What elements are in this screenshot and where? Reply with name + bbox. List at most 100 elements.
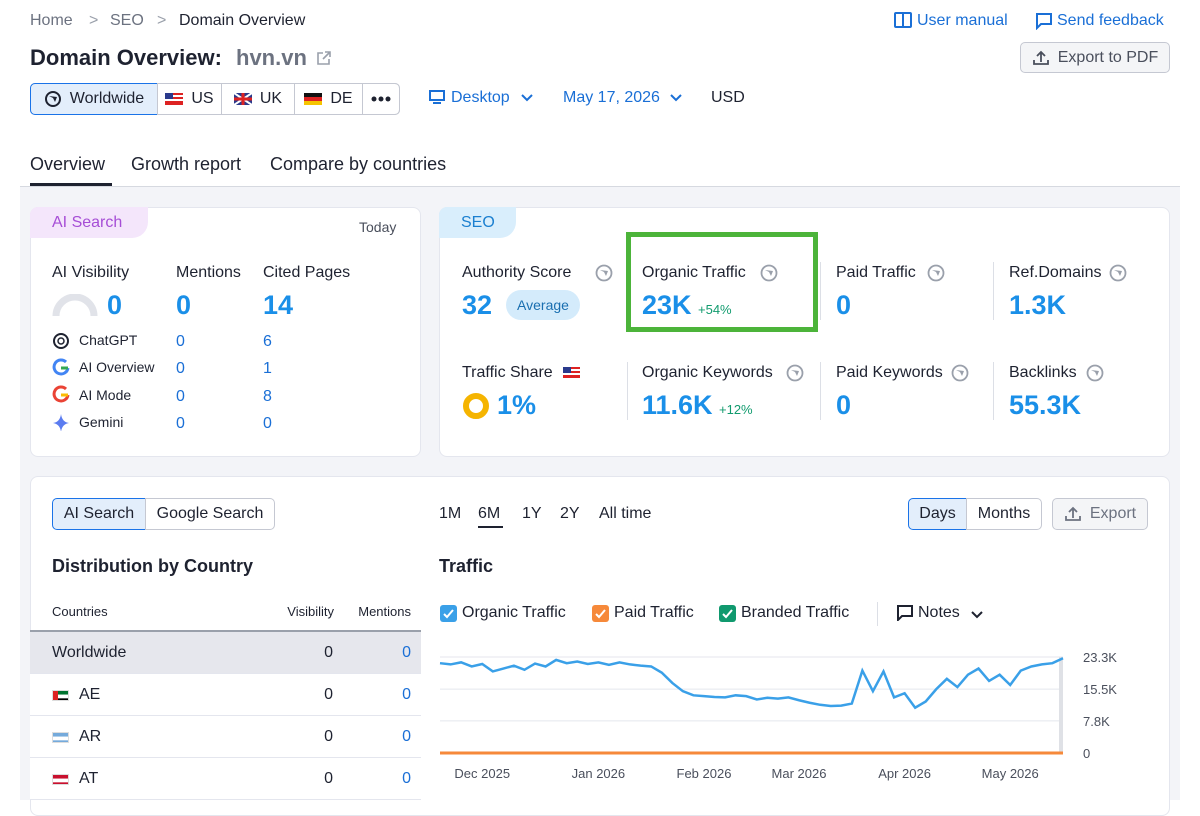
info-circle: [1109, 264, 1127, 282]
flag-stripe: [53, 778, 68, 783]
info-shape: [1091, 370, 1099, 376]
country-name: AR: [79, 728, 102, 745]
flag-us: [165, 93, 184, 105]
breadcrumb-current: Domain Overview: [179, 12, 306, 29]
region-label: Worldwide: [69, 90, 145, 107]
region-button[interactable]: US: [157, 83, 222, 115]
visibility-value: 0: [324, 728, 333, 745]
traffic-share-ring: [463, 393, 489, 419]
column-header: Countries: [52, 604, 108, 619]
info-icon: [927, 264, 945, 282]
ai-source: Gemini: [79, 413, 124, 430]
ai-cited: 0: [263, 414, 272, 432]
more-regions-button[interactable]: [362, 83, 400, 115]
notes-icon: [897, 605, 913, 621]
chevron: [670, 94, 682, 102]
x-tick-label: May 2026: [982, 766, 1039, 781]
region-label: US: [191, 90, 214, 107]
metric-value: 1%: [497, 390, 537, 420]
region-button[interactable]: UK: [221, 83, 295, 115]
export-icon: [1032, 50, 1049, 65]
info-shape: [932, 270, 940, 276]
metric-value: 55.3K: [1009, 390, 1082, 420]
ai-cited: 1: [263, 360, 272, 378]
y-tick-label: 15.5K: [1083, 682, 1117, 697]
source-toggle[interactable]: Google Search: [145, 498, 275, 530]
info-circle: [786, 364, 804, 382]
metric-label: Organic Traffic: [642, 264, 746, 281]
ai-mentions: 0: [176, 333, 185, 350]
country-flag: [52, 732, 69, 743]
country-flag: [52, 690, 69, 701]
page-title: Domain Overview:: [30, 45, 222, 70]
metric-label: Ref.Domains: [1009, 264, 1102, 281]
period-tab[interactable]: All time: [599, 505, 652, 522]
period-tab[interactable]: 6M: [478, 505, 501, 522]
check-mark: [443, 609, 454, 619]
metric-value: 0: [836, 290, 852, 320]
metric-label: Backlinks: [1009, 364, 1077, 381]
metric-label: Paid Keywords: [836, 364, 943, 381]
mentions-value: 0: [402, 686, 411, 703]
info-icon: [786, 364, 804, 382]
visibility-gauge: [52, 294, 98, 317]
export-button[interactable]: Export: [1052, 498, 1148, 530]
domain: hvn.vn: [236, 45, 307, 70]
legend-label: Organic Traffic: [462, 604, 566, 621]
period-tab[interactable]: 2Y: [560, 505, 580, 522]
region-button[interactable]: Worldwide: [30, 83, 158, 115]
ai-panel: [30, 207, 421, 457]
notes-button[interactable]: Notes: [918, 604, 960, 621]
flag-uk: [233, 93, 252, 105]
tab[interactable]: Overview: [30, 154, 106, 174]
region-button[interactable]: DE: [294, 83, 363, 115]
country-flag: [52, 774, 69, 785]
tab[interactable]: Growth report: [131, 154, 242, 174]
chevron: [971, 611, 983, 619]
info-icon: [760, 264, 778, 282]
x-tick-label: Mar 2026: [772, 766, 827, 781]
date-dropdown[interactable]: May 17, 2026: [563, 89, 660, 106]
mentions-value: 0: [402, 728, 411, 745]
send-feedback-link[interactable]: Send feedback: [1057, 12, 1164, 29]
period-tab[interactable]: 1M: [439, 505, 462, 522]
table-row: [30, 632, 421, 674]
external-link-icon[interactable]: [316, 50, 332, 66]
flag-de: [304, 93, 323, 105]
seo-badge: SEO: [439, 207, 516, 238]
chevron: [521, 94, 533, 102]
currency: USD: [711, 89, 745, 106]
user-manual-link[interactable]: User manual: [917, 12, 1008, 29]
feedback-icon: [1036, 13, 1052, 30]
granularity-toggle[interactable]: Months: [966, 498, 1042, 530]
info-icon: [1109, 264, 1127, 282]
export-label: Export: [1089, 505, 1137, 522]
device-dropdown[interactable]: Desktop: [451, 89, 510, 106]
flag-us: [563, 367, 580, 378]
export-pdf-button[interactable]: Export to PDF: [1020, 42, 1170, 73]
granularity-toggle[interactable]: Days: [908, 498, 967, 530]
tab[interactable]: Compare by countries: [270, 154, 447, 174]
info-icon: [951, 364, 969, 382]
period-tab[interactable]: 1Y: [522, 505, 542, 522]
info-shape: [791, 370, 799, 376]
breadcrumb-link[interactable]: Home: [30, 12, 73, 29]
country-name: Worldwide: [52, 644, 127, 661]
flag-stripe: [53, 782, 68, 784]
series-line: [439, 657, 1064, 710]
breadcrumb-link[interactable]: SEO: [110, 12, 144, 29]
highlight-box: [626, 232, 818, 332]
y-tick-label: 23.3K: [1083, 650, 1117, 665]
metric-value: 0: [107, 290, 123, 320]
flag-stripe: [53, 775, 68, 779]
ai-icons: [52, 333, 70, 431]
info-shape: [765, 270, 773, 276]
source-toggle[interactable]: AI Search: [52, 498, 146, 530]
check-icon: [722, 609, 733, 619]
legend-checkbox: [440, 605, 457, 622]
info-shape: [600, 270, 608, 276]
divider: [627, 362, 628, 420]
table-row: [30, 674, 421, 716]
